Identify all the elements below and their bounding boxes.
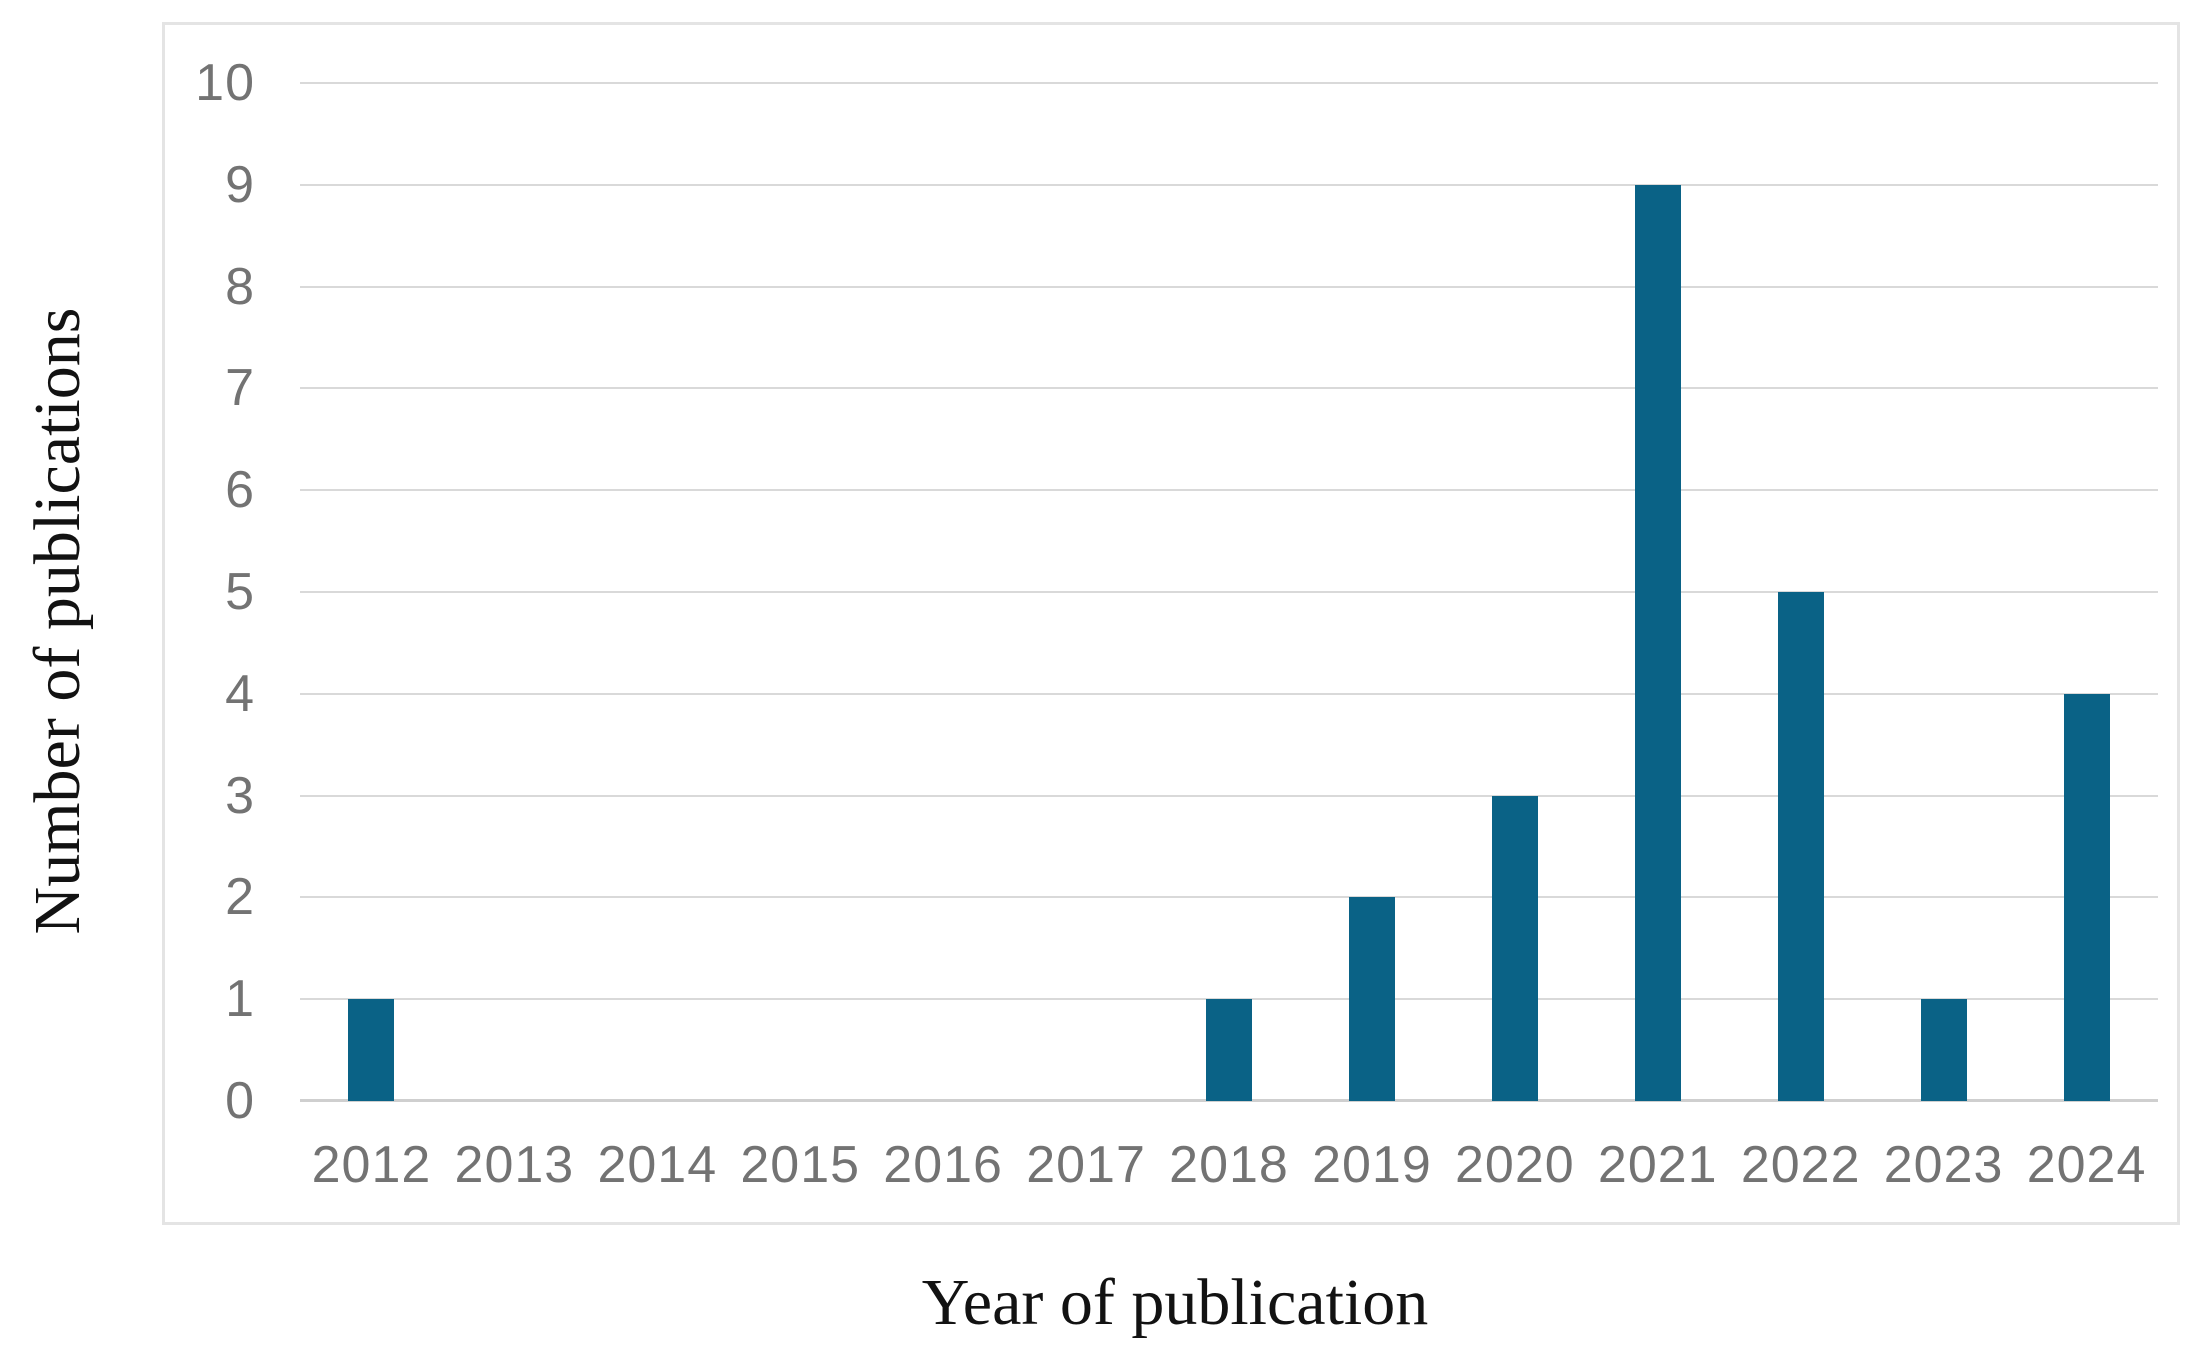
gridline-y5: [300, 591, 2158, 593]
x-tick-label-2012: 2012: [311, 1136, 432, 1194]
y-tick-label-3: 3: [225, 766, 255, 825]
chart-frame: 0 1 2 3 4 5 6 7 8 9 10 2012 2013 2014 2015 2016 2017 201…: [162, 22, 2180, 1225]
x-axis-tick-labels: 2012 2013 2014 2015 2016 2017 2018 2019 2020 2021…: [300, 1135, 2158, 1205]
x-tick-label-2019: 2019: [1312, 1136, 1432, 1194]
x-axis-title: Year of publication: [921, 1266, 1429, 1339]
x-tick-label-2017: 2017: [1026, 1136, 1146, 1194]
x-tick-label-2020: 2020: [1455, 1136, 1575, 1194]
plot-area: [300, 82, 2158, 1102]
bar-2019: [1348, 897, 1395, 1101]
y-tick-label-1: 1: [225, 970, 255, 1029]
x-tick-label-2015: 2015: [740, 1136, 861, 1194]
y-tick-label-4: 4: [225, 664, 255, 723]
gridline-y3: [300, 794, 2158, 797]
bar-2023: [1920, 999, 1967, 1101]
x-tick-label-2022: 2022: [1740, 1136, 1861, 1194]
bar-2024: [2063, 693, 2110, 1101]
y-tick-label-6: 6: [225, 461, 255, 520]
gridline-y6: [300, 489, 2158, 492]
x-tick-label-2018: 2018: [1169, 1136, 1289, 1194]
y-tick-label-2: 2: [225, 868, 255, 927]
gridline-y2: [300, 896, 2158, 899]
y-tick-label-9: 9: [225, 155, 255, 214]
gridline-y1: [300, 998, 2158, 1001]
gridline-y10: [300, 82, 2158, 84]
bar-2012: [348, 999, 395, 1101]
x-tick-label-2023: 2023: [1883, 1136, 2004, 1194]
y-tick-label-7: 7: [225, 359, 255, 418]
gridline-y7: [300, 387, 2158, 390]
gridline-y9: [300, 183, 2158, 186]
y-tick-label-0: 0: [225, 1072, 255, 1130]
bar-2022: [1777, 592, 1824, 1101]
x-tick-label-2013: 2013: [454, 1136, 575, 1194]
bar-2018: [1206, 999, 1252, 1101]
y-tick-label-10: 10: [195, 54, 255, 112]
x-tick-label-2014: 2014: [597, 1136, 718, 1194]
x-tick-label-2021: 2021: [1597, 1136, 1718, 1194]
y-axis-title: Number of publications: [21, 307, 94, 935]
bar-2021: [1634, 184, 1681, 1101]
bar-2020: [1491, 795, 1538, 1101]
y-axis-tick-labels: 0 1 2 3 4 5 6 7 8 9 10: [165, 57, 255, 1127]
gridline-y8: [300, 285, 2158, 288]
gridline-y4: [300, 692, 2158, 695]
y-tick-label-8: 8: [225, 257, 255, 316]
x-tick-label-2016: 2016: [883, 1136, 1003, 1194]
y-tick-label-5: 5: [225, 563, 255, 621]
x-tick-label-2024: 2024: [2026, 1136, 2147, 1194]
